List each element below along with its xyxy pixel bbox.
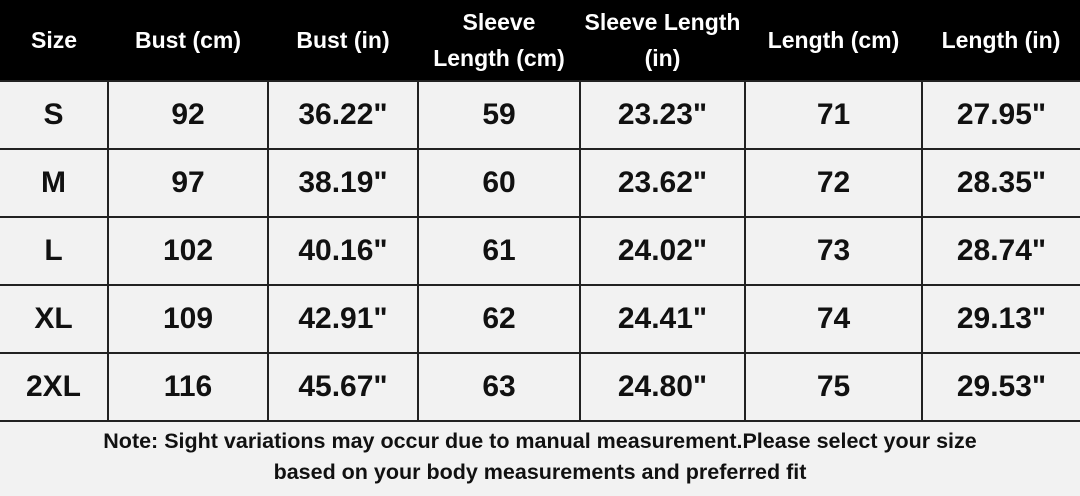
header-cell: Sleeve Length (cm) <box>418 0 580 81</box>
note-line: based on your body measurements and pref… <box>273 460 807 484</box>
value-cell: 27.95" <box>921 80 1080 150</box>
value-cell: 60 <box>417 148 581 218</box>
size-cell: 2XL <box>0 352 109 422</box>
header-cell: Length (cm) <box>745 0 922 81</box>
value-cell: 24.80" <box>579 352 746 422</box>
value-cell: 24.41" <box>579 284 746 354</box>
value-cell: 71 <box>744 80 923 150</box>
value-cell: 102 <box>107 216 269 286</box>
size-table: Size Bust (cm) Bust (in) Sleeve Length (cm)… <box>0 0 1080 422</box>
header-cell: Size <box>0 0 108 81</box>
value-cell: 92 <box>107 80 269 150</box>
value-cell: 59 <box>417 80 581 150</box>
size-cell: S <box>0 80 109 150</box>
size-cell: XL <box>0 284 109 354</box>
size-cell: M <box>0 148 109 218</box>
size-cell: L <box>0 216 109 286</box>
value-cell: 36.22" <box>267 80 419 150</box>
value-cell: 23.62" <box>579 148 746 218</box>
value-cell: 62 <box>417 284 581 354</box>
value-cell: 72 <box>744 148 923 218</box>
value-cell: 42.91" <box>267 284 419 354</box>
value-cell: 23.23" <box>579 80 746 150</box>
value-cell: 29.13" <box>921 284 1080 354</box>
value-cell: 63 <box>417 352 581 422</box>
value-cell: 109 <box>107 284 269 354</box>
table-row: XL 109 42.91" 62 24.41" 74 29.13" <box>0 284 1080 354</box>
value-cell: 28.74" <box>921 216 1080 286</box>
header-row: Size Bust (cm) Bust (in) Sleeve Length (cm)… <box>0 0 1080 81</box>
value-cell: 75 <box>744 352 923 422</box>
value-cell: 97 <box>107 148 269 218</box>
value-cell: 38.19" <box>267 148 419 218</box>
table-row: M 97 38.19" 60 23.62" 72 28.35" <box>0 148 1080 218</box>
value-cell: 116 <box>107 352 269 422</box>
header-cell: Sleeve Length (in) <box>580 0 745 81</box>
value-cell: 45.67" <box>267 352 419 422</box>
value-cell: 29.53" <box>921 352 1080 422</box>
note: Note: Sight variations may occur due to … <box>0 422 1080 490</box>
value-cell: 40.16" <box>267 216 419 286</box>
header-cell: Length (in) <box>922 0 1080 81</box>
value-cell: 74 <box>744 284 923 354</box>
value-cell: 73 <box>744 216 923 286</box>
value-cell: 61 <box>417 216 581 286</box>
value-cell: 28.35" <box>921 148 1080 218</box>
note-line: Note: Sight variations may occur due to … <box>103 429 977 453</box>
table-row: 2XL 116 45.67" 63 24.80" 75 29.53" <box>0 352 1080 422</box>
table-row: L 102 40.16" 61 24.02" 73 28.74" <box>0 216 1080 286</box>
header-cell: Bust (in) <box>268 0 418 81</box>
table-body: S 92 36.22" 59 23.23" 71 27.95" M 97 38.19" 60 23.6… <box>0 80 1080 422</box>
table-row: S 92 36.22" 59 23.23" 71 27.95" <box>0 80 1080 150</box>
header-cell: Bust (cm) <box>108 0 268 81</box>
value-cell: 24.02" <box>579 216 746 286</box>
